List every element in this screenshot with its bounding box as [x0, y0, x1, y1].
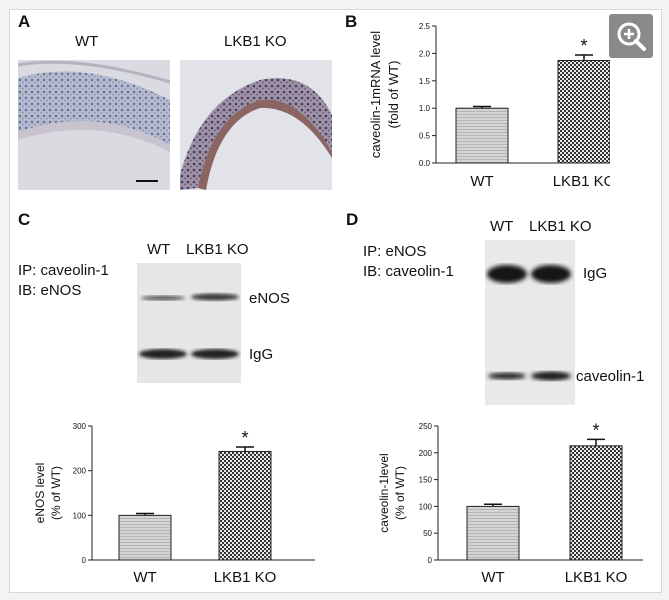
- panel-c-ip: IP: caveolin-1: [18, 262, 109, 279]
- chart-d-y-tick-label: 50: [423, 529, 432, 538]
- chart-b-bar-ko: [557, 60, 610, 164]
- chart-b-significance-star: *: [580, 36, 587, 56]
- blot-c-band-igg-wt: [139, 349, 187, 359]
- panel-c-lane-wt: WT: [147, 241, 171, 258]
- chart-d-category-label: WT: [481, 569, 504, 586]
- panel-a-wt-title: WT: [75, 33, 99, 50]
- chart-d-significance-star: *: [592, 420, 599, 440]
- chart-b-y-tick-label: 0.0: [419, 159, 431, 168]
- panel-d-band-top: IgG: [583, 265, 608, 282]
- chart-c-significance-star: *: [241, 428, 248, 448]
- chart-b: 0.0 0.5 1.0 1.5 2.0 2.5 WT * LKB1 KO caveolin-1mR…: [368, 22, 610, 190]
- chart-d-y-tick-label: 100: [419, 502, 433, 511]
- chart-b-y-tick-label: 2.5: [419, 22, 431, 31]
- chart-d-y-tick-label: 150: [419, 476, 433, 485]
- micrograph-wt: [18, 60, 170, 190]
- panel-c-ib: IB: eNOS: [18, 282, 82, 299]
- panel-c-lane-ko: LKB1 KO: [186, 241, 249, 258]
- chart-d-bar-wt: [466, 505, 520, 561]
- chart-d: 0 50 100 150 200 250 WT * LKB1 KO caveolin-1level…: [377, 420, 643, 586]
- blot-d-band-igg-ko: [531, 265, 571, 283]
- chart-b-y-tick-label: 1.0: [419, 104, 431, 113]
- blot-d: [485, 240, 575, 405]
- chart-d-y-tick-label: 250: [419, 422, 433, 431]
- blot-d-band-cav-wt: [488, 372, 526, 380]
- blot-c: [137, 263, 241, 383]
- chart-c-y-tick-label: 300: [73, 422, 87, 431]
- panel-c-label: C: [18, 210, 31, 229]
- panel-d-ib: IB: caveolin-1: [363, 263, 454, 280]
- chart-b-y-tick-label: 1.5: [419, 77, 431, 86]
- blot-c-band-enos-wt: [141, 295, 185, 301]
- blot-d-band-cav-ko: [531, 371, 571, 381]
- chart-b-y-label: caveolin-1mRNA level: [368, 31, 383, 158]
- chart-b-bar-wt: [455, 107, 509, 164]
- chart-c-bar-wt: [118, 514, 172, 561]
- panel-d-ip: IP: eNOS: [363, 243, 427, 260]
- blot-c-band-enos-ko: [191, 293, 239, 301]
- panel-c-band-top: eNOS: [249, 290, 290, 307]
- zoom-button[interactable]: [609, 14, 653, 58]
- chart-d-bar-ko: [569, 445, 623, 561]
- chart-c-y-tick-label: 0: [82, 556, 87, 565]
- panel-d-lane-wt: WT: [490, 218, 514, 235]
- chart-c: 0 100 200 300 WT * LKB1 KO eNOS level (% of WT): [33, 422, 315, 586]
- chart-d-y-tick-label: 200: [419, 449, 433, 458]
- panel-a-label: A: [18, 12, 31, 31]
- micrograph-ko: [180, 60, 332, 190]
- chart-b-category-label: LKB1 KO: [553, 173, 610, 190]
- panel-d-label: D: [346, 210, 359, 229]
- chart-c-bar-ko: [218, 450, 272, 561]
- chart-c-category-label: LKB1 KO: [214, 569, 277, 586]
- panel-d-band-bottom: caveolin-1: [576, 368, 645, 385]
- panel-a-ko-title: LKB1 KO: [224, 33, 287, 50]
- panel-d-lane-ko: LKB1 KO: [529, 218, 592, 235]
- blot-d-band-igg-wt: [487, 265, 527, 283]
- chart-d-y-label: caveolin-1level: [377, 453, 391, 532]
- zoom-in-icon: [617, 22, 646, 51]
- chart-b-y-tick-label: 0.5: [419, 132, 431, 141]
- blot-c-band-igg-ko: [191, 349, 239, 359]
- panel-c-band-bottom: IgG: [249, 346, 274, 363]
- chart-c-y-label: eNOS level: [33, 463, 47, 524]
- chart-b-category-label: WT: [470, 173, 493, 190]
- chart-c-y-label-units: (% of WT): [49, 466, 63, 520]
- chart-c-category-label: WT: [133, 569, 156, 586]
- chart-b-y-label-units: (fold of WT): [386, 61, 401, 129]
- chart-d-category-label: LKB1 KO: [565, 569, 628, 586]
- chart-b-y-tick-label: 2.0: [419, 49, 431, 58]
- chart-d-y-label-units: (% of WT): [393, 466, 407, 520]
- chart-c-y-tick-label: 200: [73, 467, 87, 476]
- chart-c-y-tick-label: 100: [73, 511, 87, 520]
- panel-b-label: B: [345, 12, 358, 31]
- chart-d-y-tick-label: 0: [428, 556, 433, 565]
